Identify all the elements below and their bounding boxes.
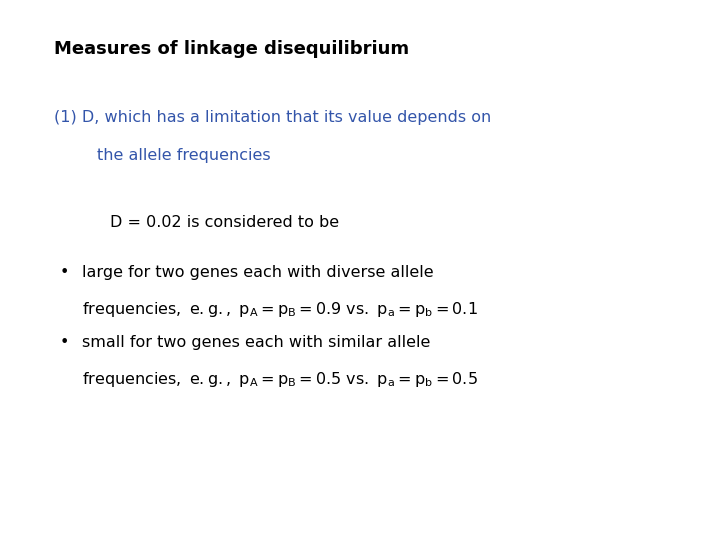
Text: the allele frequencies: the allele frequencies — [97, 148, 271, 163]
Text: •: • — [60, 335, 69, 350]
Text: (1) D, which has a limitation that its value depends on: (1) D, which has a limitation that its v… — [54, 110, 491, 125]
Text: $\mathsf{frequencies,\ e.g.,\ p_A = p_B = 0.5\ vs.\ p_a = p_b = 0.5}$: $\mathsf{frequencies,\ e.g.,\ p_A = p_B … — [82, 370, 478, 389]
Text: $\mathsf{frequencies,\ e.g.,\ p_A = p_B = 0.9\ vs.\ p_a = p_b = 0.1}$: $\mathsf{frequencies,\ e.g.,\ p_A = p_B … — [82, 300, 478, 319]
Text: small for two genes each with similar allele: small for two genes each with similar al… — [82, 335, 431, 350]
Text: D = 0.02 is considered to be: D = 0.02 is considered to be — [110, 215, 339, 230]
Text: Measures of linkage disequilibrium: Measures of linkage disequilibrium — [54, 40, 409, 58]
Text: •: • — [60, 265, 69, 280]
Text: large for two genes each with diverse allele: large for two genes each with diverse al… — [82, 265, 433, 280]
